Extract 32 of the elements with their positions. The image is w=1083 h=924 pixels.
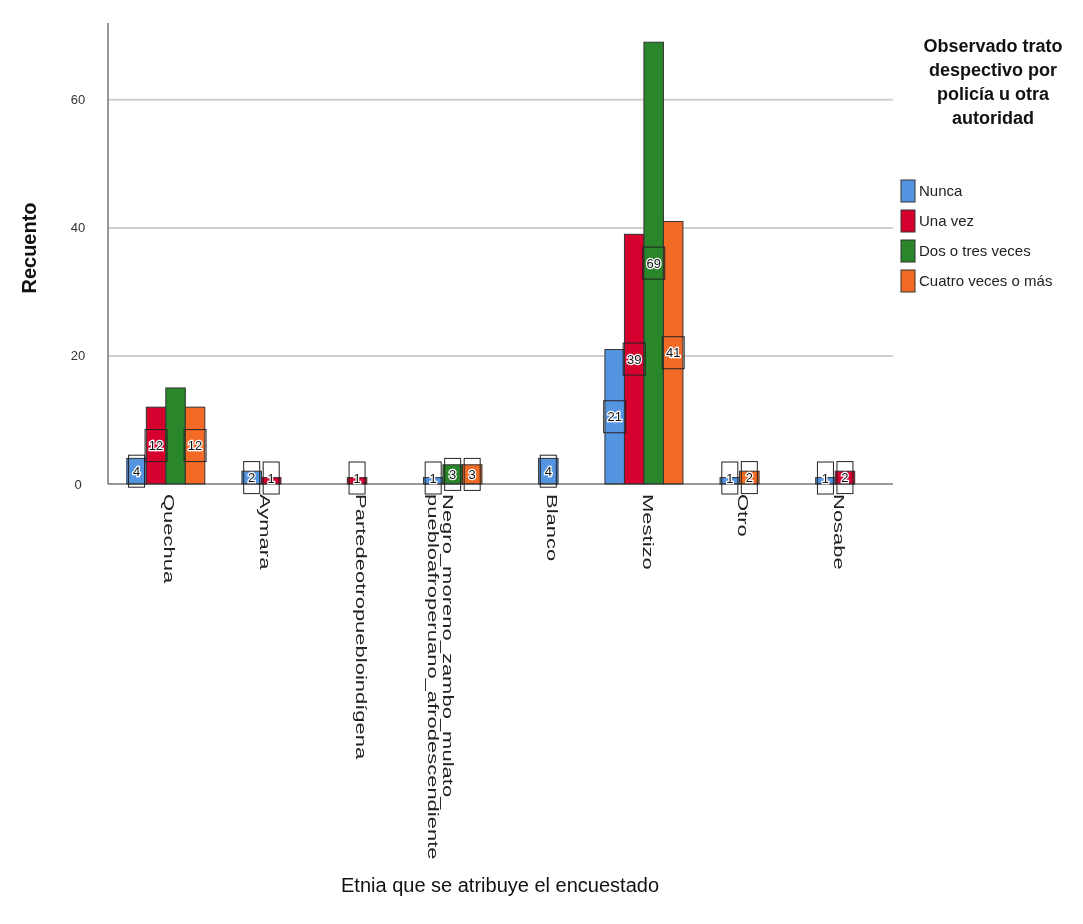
x-tick-label: Negro_moreno_zambo_mulato_puebloafroperuano_afrodescendiente — [423, 494, 458, 860]
y-tick-label: 60 — [70, 92, 86, 108]
data-label: 2 — [841, 470, 849, 486]
y-tick-label: 40 — [70, 220, 86, 236]
data-label: 12 — [148, 438, 164, 454]
data-label: 4 — [132, 463, 141, 479]
legend-label: Una vez — [919, 212, 975, 230]
data-label: 3 — [449, 466, 457, 482]
legend-label: Nunca — [919, 182, 964, 200]
x-tick-label: Partedeotropuebloindígena — [352, 494, 370, 760]
x-tick-label: Otro — [734, 494, 752, 537]
x-tick-label: Nosabe — [830, 494, 848, 570]
data-label: 4 — [544, 463, 552, 479]
data-label: 3 — [468, 466, 476, 482]
x-tick-label: Blanco — [543, 494, 561, 562]
data-label: 41 — [665, 345, 681, 361]
x-tick-label: Aymara — [256, 494, 274, 570]
legend-title: Observado trato despectivo por policía u otra autoridad — [923, 36, 1063, 128]
y-tick-label: 0 — [74, 476, 82, 492]
data-label: 2 — [745, 470, 753, 486]
x-axis-title: Etnia que se atribuye el encuestado — [341, 874, 659, 896]
x-tick-label: Mestizo — [639, 494, 657, 570]
x-tick-label: Quechua — [161, 494, 179, 584]
legend-label: Cuatro veces o más — [919, 272, 1053, 290]
y-tick-label: 20 — [70, 348, 86, 364]
data-label: 21 — [607, 409, 622, 425]
data-label: 69 — [646, 255, 661, 271]
y-axis-title: Recuento — [18, 202, 40, 294]
data-label: 39 — [626, 351, 642, 367]
data-label: 12 — [187, 438, 203, 454]
legend-label: Dos o tres veces — [919, 242, 1031, 260]
data-label: 2 — [248, 470, 256, 486]
